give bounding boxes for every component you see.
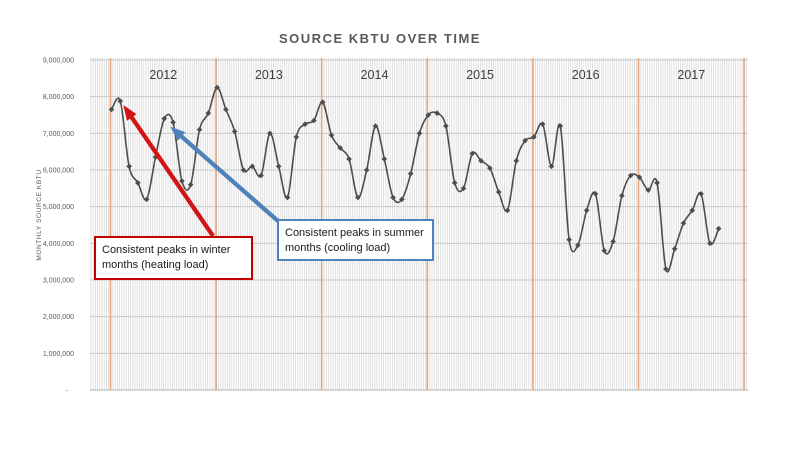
summer-annotation-box: Consistent peaks in summer months (cooli… <box>277 219 434 261</box>
svg-text:7,000,000: 7,000,000 <box>43 131 74 138</box>
svg-text:2012: 2012 <box>149 68 177 82</box>
svg-text:-: - <box>66 388 69 395</box>
svg-text:4,000,000: 4,000,000 <box>43 241 74 248</box>
summer-annotation-text: Consistent peaks in summer months (cooli… <box>285 227 424 255</box>
year-labels: 2012 2013 2014 2015 2016 2017 <box>149 68 705 82</box>
svg-text:2016: 2016 <box>572 68 600 82</box>
svg-text:2017: 2017 <box>677 68 705 82</box>
annotation-arrows <box>123 105 280 238</box>
y-axis-ticks: 9,000,000 8,000,000 7,000,000 6,000,000 5,00… <box>43 58 74 395</box>
svg-text:2,000,000: 2,000,000 <box>43 314 74 321</box>
svg-text:5,000,000: 5,000,000 <box>43 204 74 211</box>
series-line <box>110 86 720 273</box>
series-markers <box>108 84 722 272</box>
svg-text:2013: 2013 <box>255 68 283 82</box>
winter-annotation-box: Consistent peaks in winter months (heati… <box>94 236 253 280</box>
svg-text:1,000,000: 1,000,000 <box>43 351 74 358</box>
svg-text:2014: 2014 <box>361 68 389 82</box>
svg-text:2015: 2015 <box>466 68 494 82</box>
chart-title: SOURCE KBTU OVER TIME <box>279 31 481 46</box>
winter-annotation-text: Consistent peaks in winter months (heati… <box>102 244 231 272</box>
svg-text:6,000,000: 6,000,000 <box>43 168 74 175</box>
svg-text:8,000,000: 8,000,000 <box>43 94 74 101</box>
y-axis-title: MONTHLY SOURCE KBTU <box>36 169 43 261</box>
svg-text:9,000,000: 9,000,000 <box>43 58 74 65</box>
svg-text:3,000,000: 3,000,000 <box>43 278 74 285</box>
